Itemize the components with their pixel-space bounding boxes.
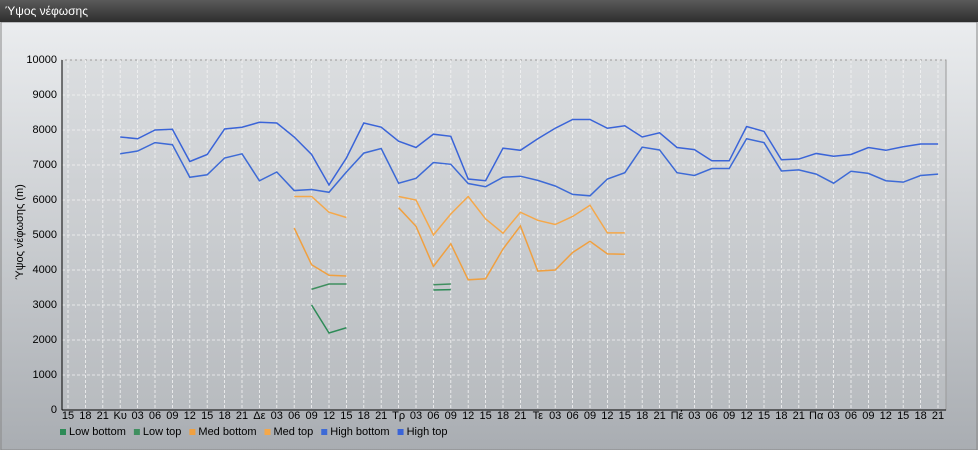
series-line bbox=[398, 207, 625, 281]
x-tick-label: Τε bbox=[533, 410, 544, 422]
x-tick-label: 12 bbox=[740, 410, 752, 422]
x-tick-label: Δε bbox=[253, 410, 265, 422]
x-tick-label: Κυ bbox=[114, 410, 127, 422]
x-tick-label: 03 bbox=[688, 410, 700, 422]
x-tick-label: 03 bbox=[827, 410, 839, 422]
y-tick-label: 3000 bbox=[33, 299, 57, 311]
series-line bbox=[293, 227, 347, 277]
legend-label: Med bottom bbox=[198, 426, 256, 438]
legend-swatch bbox=[60, 429, 66, 435]
x-tick-label: 15 bbox=[758, 410, 770, 422]
x-tick-label: 12 bbox=[880, 410, 892, 422]
x-tick-label: 15 bbox=[62, 410, 74, 422]
series-line bbox=[433, 283, 451, 286]
x-tick-label: 21 bbox=[236, 410, 248, 422]
series-line bbox=[120, 137, 939, 197]
x-tick-label: 06 bbox=[149, 410, 161, 422]
x-tick-label: 09 bbox=[862, 410, 874, 422]
x-tick-label: 15 bbox=[479, 410, 491, 422]
legend-swatch bbox=[321, 429, 328, 435]
legend-label: High bottom bbox=[330, 426, 389, 438]
y-tick-label: 0 bbox=[51, 404, 57, 416]
x-tick-label: 06 bbox=[566, 410, 578, 422]
legend-swatch bbox=[264, 429, 271, 435]
y-axis-label: Ύψος νέφωσης (m) bbox=[14, 184, 26, 280]
series-line bbox=[398, 195, 625, 237]
y-tick-label: 10000 bbox=[26, 54, 57, 66]
x-tick-label: 12 bbox=[184, 410, 196, 422]
chart: Ύψος νέφωσης (m) 0 1000 2000 3000 4000 5000 60… bbox=[0, 22, 978, 450]
x-tick-label: 18 bbox=[636, 410, 648, 422]
legend-swatch bbox=[189, 429, 196, 435]
x-tick-label: Πέ bbox=[671, 410, 684, 422]
x-tick-label: 21 bbox=[932, 410, 944, 422]
x-tick-label: 15 bbox=[897, 410, 909, 422]
x-tick-label: 06 bbox=[288, 410, 300, 422]
y-tick-label: 4000 bbox=[33, 264, 57, 276]
x-tick-label: 18 bbox=[497, 410, 509, 422]
x-tick-label: 18 bbox=[218, 410, 230, 422]
y-tick-label: 6000 bbox=[33, 194, 57, 206]
x-tick-label: 21 bbox=[375, 410, 387, 422]
window-title: Ύψος νέφωσης bbox=[0, 0, 978, 22]
x-tick-label: 15 bbox=[619, 410, 631, 422]
x-tick-label: 21 bbox=[97, 410, 109, 422]
x-tick-label: 06 bbox=[427, 410, 439, 422]
x-tick-label: 18 bbox=[79, 410, 91, 422]
x-tick-label: 09 bbox=[445, 410, 457, 422]
x-tick-label: 12 bbox=[462, 410, 474, 422]
y-tick-label: 8000 bbox=[33, 124, 57, 136]
frame bbox=[0, 22, 978, 450]
legend-label: Low top bbox=[143, 426, 182, 438]
x-tick-label: 18 bbox=[914, 410, 926, 422]
x-tick-label: 12 bbox=[601, 410, 613, 422]
series-line bbox=[310, 304, 347, 334]
x-tick-label: 09 bbox=[305, 410, 317, 422]
x-tick-label: 18 bbox=[775, 410, 787, 422]
x-tick-label: Τρ bbox=[392, 410, 405, 422]
x-tick-label: 18 bbox=[358, 410, 370, 422]
x-tick-label: 21 bbox=[514, 410, 526, 422]
x-tick-label: 15 bbox=[201, 410, 213, 422]
y-tick-label: 1000 bbox=[33, 369, 57, 381]
series-line bbox=[311, 283, 347, 290]
x-tick-label: 09 bbox=[166, 410, 178, 422]
legend-swatch bbox=[133, 429, 140, 435]
legend-label: High top bbox=[407, 426, 448, 438]
series-line bbox=[294, 195, 347, 219]
y-tick-label: 9000 bbox=[33, 89, 57, 101]
legend-label: Med top bbox=[274, 426, 314, 438]
y-tick-label: 7000 bbox=[33, 159, 57, 171]
x-tick-label: Πα bbox=[809, 410, 824, 422]
x-tick-label: 15 bbox=[340, 410, 352, 422]
y-tick-label: 5000 bbox=[33, 229, 57, 241]
x-tick-label: 03 bbox=[549, 410, 561, 422]
x-tick-label: 03 bbox=[131, 410, 143, 422]
x-tick-label: 03 bbox=[271, 410, 283, 422]
x-tick-label: 12 bbox=[323, 410, 335, 422]
y-tick-label: 2000 bbox=[33, 334, 57, 346]
x-tick-label: 06 bbox=[706, 410, 718, 422]
series-line bbox=[120, 118, 938, 187]
x-tick-label: 21 bbox=[653, 410, 665, 422]
x-tick-label: 21 bbox=[793, 410, 805, 422]
legend-label: Low bottom bbox=[69, 426, 126, 438]
legend-swatch bbox=[397, 429, 404, 435]
x-tick-label: 03 bbox=[410, 410, 422, 422]
x-tick-label: 09 bbox=[723, 410, 735, 422]
x-tick-label: 06 bbox=[845, 410, 857, 422]
x-tick-label: 09 bbox=[584, 410, 596, 422]
